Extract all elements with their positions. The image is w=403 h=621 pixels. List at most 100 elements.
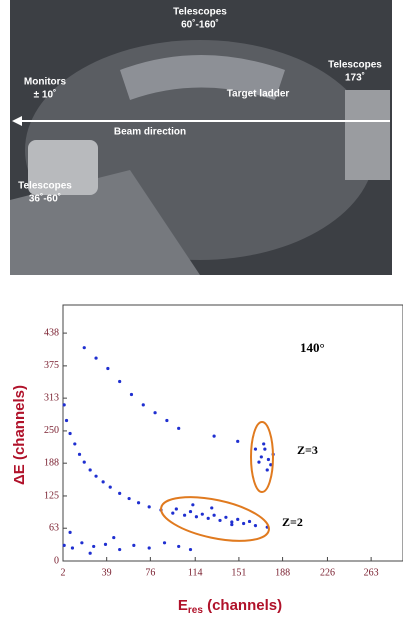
point: [230, 522, 234, 527]
point: [212, 513, 216, 517]
x-label-rest: (channels): [203, 597, 282, 614]
point: [118, 547, 122, 552]
point: [82, 460, 86, 464]
point: [263, 447, 267, 451]
point: [147, 546, 151, 550]
point: [266, 457, 271, 462]
point: [129, 392, 134, 397]
angle-annotation: 140°: [300, 340, 325, 355]
point: [200, 512, 204, 516]
point: [162, 541, 167, 545]
point: [112, 535, 116, 540]
point: [247, 519, 252, 524]
x-tick-label: 2: [61, 567, 66, 578]
point: [194, 515, 199, 519]
point: [191, 503, 195, 507]
photo-label: 173˚: [345, 72, 365, 84]
x-axis-label: Eres (channels): [178, 597, 282, 616]
point: [94, 356, 98, 360]
point: [212, 434, 216, 438]
telescope-back: [345, 90, 390, 180]
point: [70, 546, 75, 550]
point: [108, 485, 112, 489]
point: [224, 515, 228, 519]
y-tick-label: 438: [44, 327, 59, 338]
point: [171, 511, 175, 515]
photo-label: 60˚-160˚: [181, 19, 219, 31]
point: [269, 463, 273, 467]
photo-label: Telescopes: [173, 7, 227, 18]
x-tick-label: 151: [231, 567, 246, 578]
point: [253, 447, 258, 451]
point: [68, 431, 72, 436]
y-tick-label: 63: [49, 523, 59, 534]
y-tick-label: 188: [44, 457, 59, 468]
z3-annotation: Z=3: [297, 443, 318, 457]
point: [132, 543, 136, 547]
y-tick-label: 125: [44, 490, 59, 501]
x-tick-label: 76: [145, 567, 155, 578]
y-tick-label: 0: [54, 555, 59, 566]
point: [259, 455, 263, 459]
point: [68, 530, 72, 534]
point: [141, 403, 145, 407]
point: [101, 480, 105, 484]
point: [106, 366, 110, 371]
point: [188, 509, 193, 514]
y-tick-label: 250: [44, 425, 59, 436]
photo: [10, 0, 392, 275]
point: [136, 501, 141, 505]
point: [73, 442, 77, 446]
x-tick-label: 114: [188, 567, 203, 578]
z3-ellipse: [250, 421, 274, 493]
point: [253, 524, 258, 528]
point: [147, 505, 151, 509]
point: [127, 496, 131, 501]
point: [118, 491, 122, 495]
photo-label: 36˚-60˚: [29, 193, 61, 205]
y-tick-label: 313: [44, 392, 59, 403]
x-tick-label: 39: [102, 567, 112, 578]
x-tick-label: 226: [320, 567, 335, 578]
telescope-block: [28, 140, 98, 195]
telescope-front: [10, 170, 200, 275]
photo-label: Telescopes: [328, 60, 382, 71]
x-tick-label: 188: [275, 567, 290, 578]
beam-arrowhead: [12, 116, 22, 126]
point: [218, 518, 222, 523]
point: [177, 426, 181, 430]
point: [206, 516, 210, 520]
point: [88, 551, 92, 555]
photo-label: Beam direction: [114, 127, 186, 138]
point: [174, 507, 178, 511]
point: [177, 544, 181, 549]
telescope-arc: [120, 55, 285, 100]
point: [62, 543, 66, 547]
point: [77, 452, 82, 456]
point: [62, 403, 66, 407]
point: [230, 520, 234, 524]
point: [265, 468, 269, 472]
point: [262, 442, 266, 446]
z2-ellipse: [160, 496, 270, 542]
z2-annotation: Z=2: [282, 515, 303, 529]
point: [80, 541, 84, 545]
plot: 0 63 125 188 250 313 375 438 2 39 76 114 151 188 226 26…: [44, 327, 379, 578]
point: [182, 513, 187, 517]
point: [64, 418, 69, 423]
point: [118, 379, 122, 384]
point: [94, 474, 98, 478]
point: [236, 439, 240, 443]
point: [165, 418, 169, 423]
point: [236, 517, 240, 521]
point: [82, 346, 86, 350]
photo-label: ± 10˚: [34, 89, 57, 101]
photo-label: Monitors: [24, 77, 67, 88]
x-tick-label: 263: [364, 567, 379, 578]
photo-label: Target ladder: [227, 89, 290, 100]
point: [153, 411, 157, 415]
y-tick-label: 375: [44, 360, 59, 371]
y-axis-label: ΔE (channels): [11, 385, 28, 485]
